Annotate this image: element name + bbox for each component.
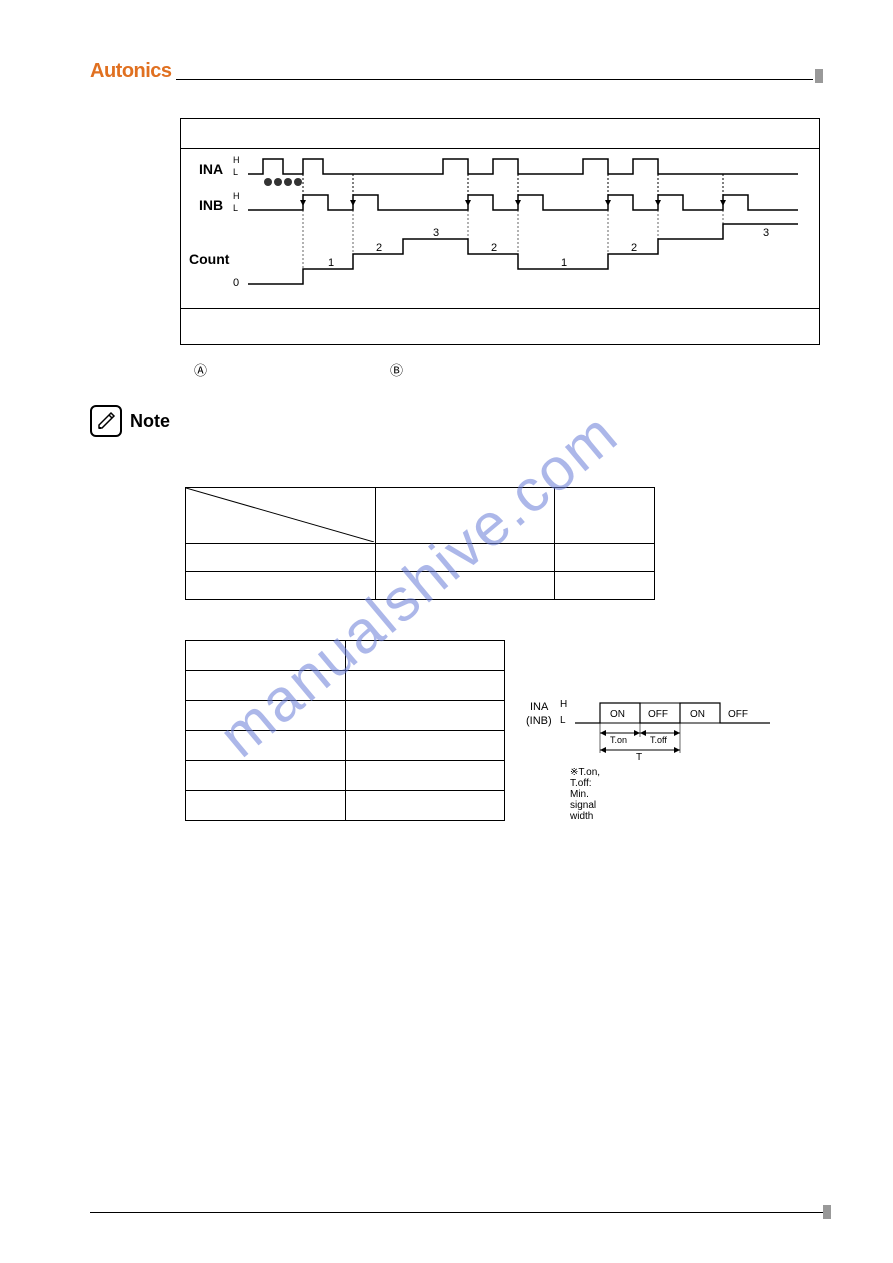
- diagonal-cell: [186, 488, 376, 544]
- note-label: Note: [130, 411, 170, 432]
- speed-table: [185, 640, 505, 821]
- count-val: 1: [328, 257, 334, 269]
- timing-table-footer: [181, 309, 819, 344]
- table-header: [555, 488, 655, 544]
- count-val: 2: [631, 242, 637, 254]
- count-val: 2: [376, 242, 382, 254]
- svg-text:T: T: [636, 752, 642, 763]
- inb-l-label: L: [233, 203, 238, 213]
- pencil-icon: [90, 405, 122, 437]
- svg-text:OFF: OFF: [728, 709, 748, 720]
- marker-a: Ⓐ: [194, 360, 207, 379]
- count-val: 1: [561, 257, 567, 269]
- svg-text:ON: ON: [690, 709, 705, 720]
- timing-waveform-svg: 1 2 3 2 1 2 3: [243, 154, 803, 294]
- table-row: [186, 761, 505, 791]
- signal-inb-label: INB: [199, 197, 223, 213]
- table-header: [375, 488, 555, 544]
- ina-l-label: L: [233, 167, 238, 177]
- count-val: 3: [763, 227, 769, 239]
- signal-ina-label: INA: [199, 161, 223, 177]
- signal-svg: ON OFF ON OFF T.on T.off T: [570, 695, 790, 775]
- brand-logo: Autonics: [90, 60, 172, 83]
- header-rule: [176, 79, 813, 80]
- table-row: [186, 791, 505, 821]
- timing-diagram: INA H L INB H L Count 0: [181, 149, 819, 309]
- table-row: [186, 731, 505, 761]
- timing-diagram-table: INA H L INB H L Count 0: [180, 118, 820, 345]
- svg-text:OFF: OFF: [648, 709, 668, 720]
- inb-h-label: H: [233, 191, 240, 201]
- svg-text:T.off: T.off: [650, 735, 667, 745]
- page-header: Autonics: [90, 60, 823, 83]
- footer-rule: [90, 1212, 823, 1213]
- table-row: [186, 572, 655, 600]
- note-callout: Note: [90, 405, 823, 437]
- sig-inb-label: (INB): [526, 715, 552, 727]
- table-row: [186, 701, 505, 731]
- sig-l: L: [560, 715, 566, 726]
- count-val: 2: [491, 242, 497, 254]
- timing-table-header: [181, 119, 819, 149]
- marker-b: Ⓑ: [390, 360, 403, 379]
- signal-footnote: ※T.on, T.off: Min. signal width: [570, 767, 600, 822]
- svg-text:ON: ON: [610, 709, 625, 720]
- svg-text:T.on: T.on: [610, 735, 627, 745]
- table-row: [186, 544, 655, 572]
- table-row: [186, 671, 505, 701]
- sig-ina-label: INA: [530, 701, 548, 713]
- count-label: Count: [189, 251, 229, 267]
- header-endcap: [815, 69, 823, 83]
- footer-endcap: [823, 1205, 831, 1219]
- ina-h-label: H: [233, 155, 240, 165]
- count-val: 3: [433, 227, 439, 239]
- diagonal-header-table: [185, 487, 655, 600]
- sig-h: H: [560, 699, 567, 710]
- table-row: [186, 641, 505, 671]
- count-zero: 0: [233, 277, 239, 289]
